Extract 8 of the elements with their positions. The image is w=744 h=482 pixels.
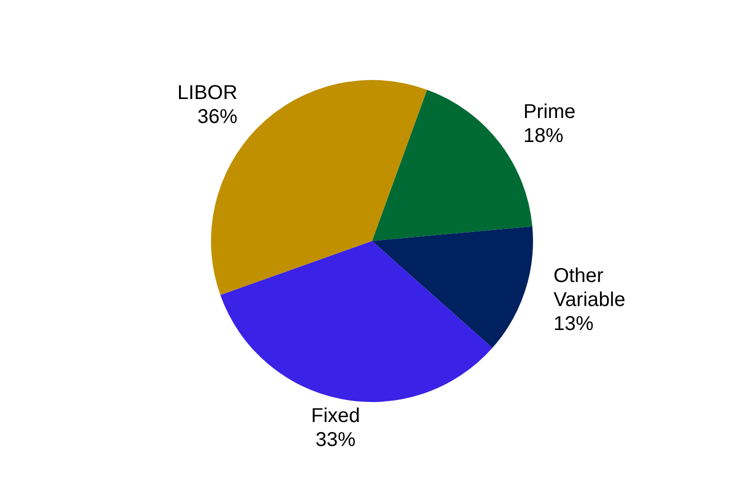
data-label: 13% (553, 313, 594, 336)
slice-label: Fixed (311, 405, 360, 428)
slice-label: LIBOR (177, 82, 238, 104)
data-label: 18% (523, 124, 564, 147)
data-label: 33% (316, 429, 356, 452)
slice-label: Prime (523, 100, 576, 123)
data-label: 36% (197, 106, 238, 128)
slice-label: Other Variable (553, 265, 626, 312)
